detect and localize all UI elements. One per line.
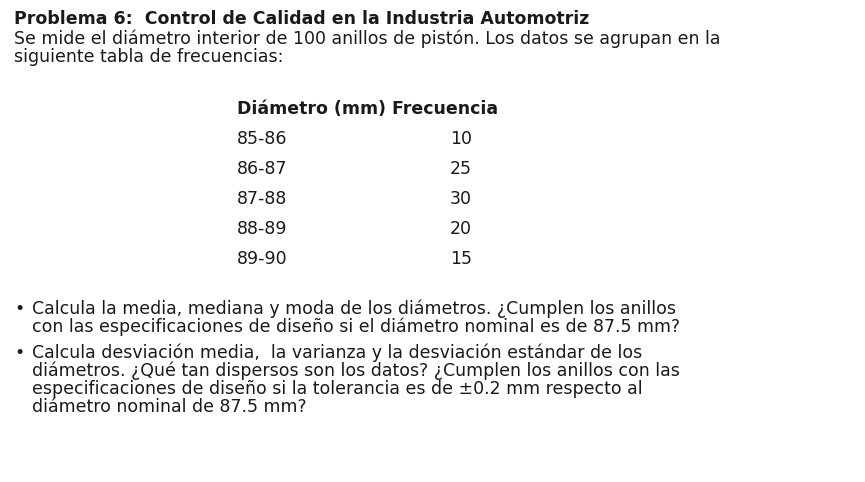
Text: 85-86: 85-86 xyxy=(237,130,287,148)
Text: Calcula la media, mediana y moda de los diámetros. ¿Cumplen los anillos: Calcula la media, mediana y moda de los … xyxy=(32,300,676,319)
Text: •: • xyxy=(14,300,24,318)
Text: 20: 20 xyxy=(450,220,472,238)
Text: diámetro nominal de 87.5 mm?: diámetro nominal de 87.5 mm? xyxy=(32,398,306,416)
Text: 86-87: 86-87 xyxy=(237,160,287,178)
Text: especificaciones de diseño si la tolerancia es de ±0.2 mm respecto al: especificaciones de diseño si la toleran… xyxy=(32,380,643,398)
Text: 89-90: 89-90 xyxy=(237,250,288,268)
Text: Se mide el diámetro interior de 100 anillos de pistón. Los datos se agrupan en l: Se mide el diámetro interior de 100 anil… xyxy=(14,30,721,49)
Text: con las especificaciones de diseño si el diámetro nominal es de 87.5 mm?: con las especificaciones de diseño si el… xyxy=(32,318,680,336)
Text: 88-89: 88-89 xyxy=(237,220,287,238)
Text: •: • xyxy=(14,344,24,362)
Text: Calcula desviación media,  la varianza y la desviación estándar de los: Calcula desviación media, la varianza y … xyxy=(32,344,642,362)
Text: 10: 10 xyxy=(450,130,472,148)
Text: diámetros. ¿Qué tan dispersos son los datos? ¿Cumplen los anillos con las: diámetros. ¿Qué tan dispersos son los da… xyxy=(32,362,680,380)
Text: Diámetro (mm) Frecuencia: Diámetro (mm) Frecuencia xyxy=(237,100,498,118)
Text: 87-88: 87-88 xyxy=(237,190,287,208)
Text: Problema 6:  Control de Calidad en la Industria Automotriz: Problema 6: Control de Calidad en la Ind… xyxy=(14,10,589,28)
Text: 25: 25 xyxy=(450,160,472,178)
Text: 30: 30 xyxy=(450,190,472,208)
Text: 15: 15 xyxy=(450,250,472,268)
Text: siguiente tabla de frecuencias:: siguiente tabla de frecuencias: xyxy=(14,48,284,66)
